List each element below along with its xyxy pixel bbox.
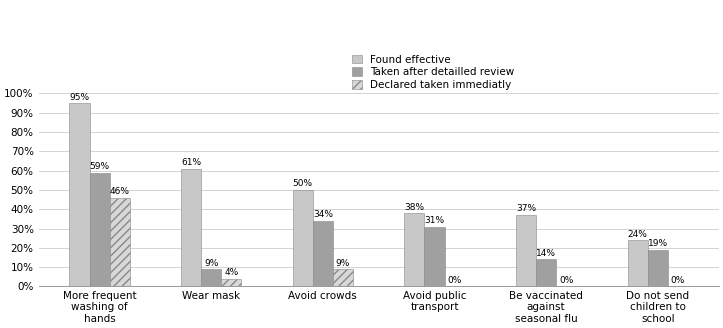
Bar — [69, 103, 90, 286]
Text: 37%: 37% — [516, 204, 536, 214]
Bar — [404, 213, 424, 286]
Bar — [293, 190, 313, 286]
Bar — [424, 227, 445, 286]
Text: 61%: 61% — [181, 158, 201, 167]
Text: 50%: 50% — [293, 179, 313, 188]
Text: 24%: 24% — [628, 230, 648, 238]
Text: 59%: 59% — [90, 162, 110, 171]
Text: 9%: 9% — [204, 258, 218, 268]
Bar — [221, 279, 241, 286]
Text: 34%: 34% — [313, 210, 333, 219]
Bar — [201, 269, 221, 286]
Text: 4%: 4% — [224, 268, 239, 277]
Bar — [536, 259, 556, 286]
Text: 0%: 0% — [448, 276, 462, 285]
Text: 0%: 0% — [671, 276, 685, 285]
Bar — [333, 269, 353, 286]
Bar — [181, 169, 201, 286]
Text: 46%: 46% — [110, 187, 129, 196]
Text: 0%: 0% — [559, 276, 573, 285]
Text: 19%: 19% — [648, 239, 668, 248]
Text: 14%: 14% — [536, 249, 556, 258]
Bar — [516, 215, 536, 286]
Legend: Found effective, Taken after detailled review, Declared taken immediatly: Found effective, Taken after detailled r… — [349, 52, 517, 92]
Bar — [648, 250, 668, 286]
Text: 9%: 9% — [335, 258, 350, 268]
Text: 38%: 38% — [404, 203, 424, 212]
Bar — [110, 198, 129, 286]
Bar — [628, 240, 648, 286]
Bar — [313, 221, 333, 286]
Text: 95%: 95% — [69, 92, 90, 102]
Text: 31%: 31% — [424, 216, 445, 225]
Bar — [90, 173, 110, 286]
